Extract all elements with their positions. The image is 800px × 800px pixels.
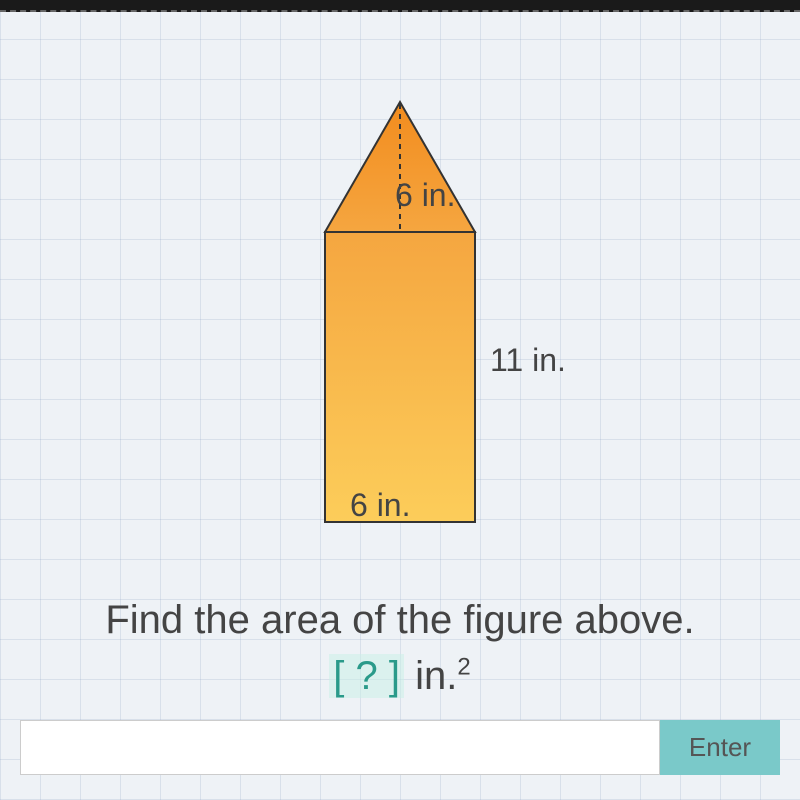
question-answer-line: [ ? ] in.2 xyxy=(0,648,800,704)
rectangle-height-label: 11 in. xyxy=(490,342,566,379)
answer-exponent: 2 xyxy=(457,654,470,681)
question-prompt: Find the area of the figure above. xyxy=(0,592,800,648)
answer-unit: in. xyxy=(415,654,457,698)
figure-svg xyxy=(270,92,530,532)
answer-input[interactable] xyxy=(20,720,660,775)
geometry-figure: 6 in. 11 in. 6 in. xyxy=(150,92,650,542)
answer-input-row: Enter xyxy=(20,720,780,775)
answer-placeholder: [ ? ] xyxy=(329,654,404,698)
rectangle-width-label: 6 in. xyxy=(350,487,410,524)
triangle-height-label: 6 in. xyxy=(395,177,455,214)
rectangle-shape xyxy=(325,232,475,522)
content-area: 6 in. 11 in. 6 in. Find the area of the … xyxy=(0,12,800,800)
question-text: Find the area of the figure above. [ ? ]… xyxy=(0,592,800,704)
window-top-bar xyxy=(0,0,800,12)
enter-button[interactable]: Enter xyxy=(660,720,780,775)
